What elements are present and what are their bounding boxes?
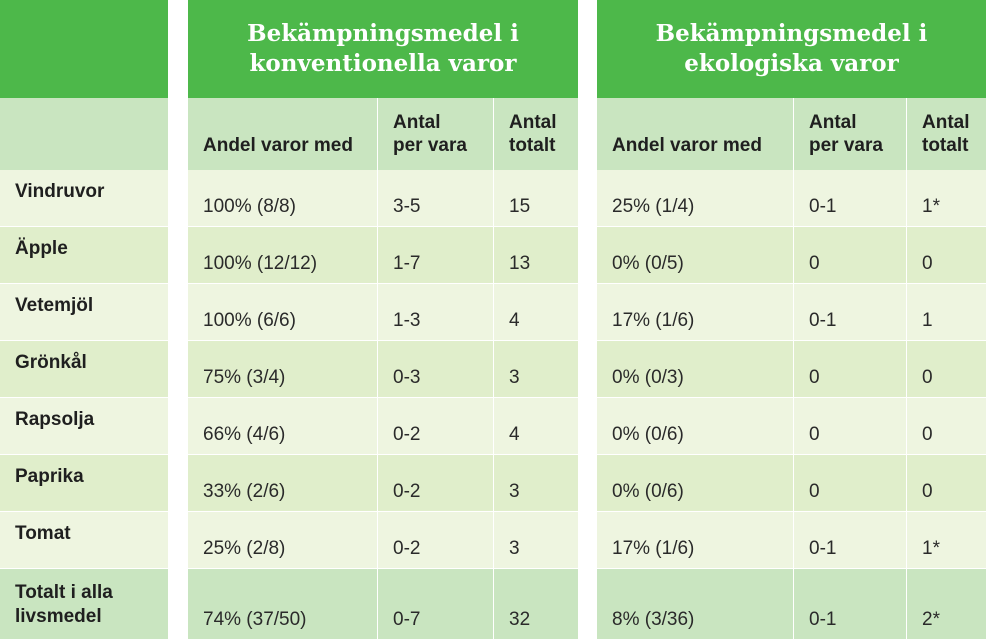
conv-total-header: Antal totalt [493, 98, 578, 170]
conv-share-cell: 66% (4/6) [203, 424, 286, 445]
table-row-conventional: 100% (12/12) 1-7 13 [188, 227, 578, 283]
table-row-total-name: Totalt i alla livsmedel [0, 569, 168, 639]
table-row-organic: 17% (1/6) 0-1 1 [597, 284, 986, 340]
conv-total-cell: 3 [493, 341, 578, 397]
eco-share-cell: 0% (0/6) [612, 481, 684, 502]
corner-header [0, 0, 168, 98]
conv-share-cell: 74% (37/50) [203, 609, 307, 630]
conv-share-cell: 25% (2/8) [203, 538, 286, 559]
table-row-conventional: 100% (6/6) 1-3 4 [188, 284, 578, 340]
conv-per-item-cell: 0-2 [377, 512, 493, 568]
eco-share-cell: 17% (1/6) [612, 310, 695, 331]
eco-total-cell: 0 [906, 455, 986, 511]
conventional-subheader: Andel varor med Antal per vara Antal total… [188, 98, 578, 170]
conventional-title: Bekämpningsmedel i konventionella varor [247, 20, 519, 77]
eco-per-item-header: Antal per vara [793, 98, 906, 170]
eco-per-item-cell: 0-1 [793, 284, 906, 340]
product-name: Grönkål [15, 352, 87, 373]
conv-per-item-cell: 0-3 [377, 341, 493, 397]
conv-per-item-cell: 0-7 [377, 569, 493, 639]
table-row-organic: 0% (0/5) 0 0 [597, 227, 986, 283]
organic-subheader: Andel varor med Antal per vara Antal total… [597, 98, 986, 170]
table-row-name: Rapsolja [0, 398, 168, 454]
conv-total-cell: 4 [493, 284, 578, 340]
conv-total-cell: 13 [493, 227, 578, 283]
eco-share-cell: 17% (1/6) [612, 538, 695, 559]
table-row-conventional: 100% (8/8) 3-5 15 [188, 170, 578, 226]
conv-share-cell: 75% (3/4) [203, 367, 286, 388]
table-row-conventional: 75% (3/4) 0-3 3 [188, 341, 578, 397]
conventional-header: Bekämpningsmedel i konventionella varor [188, 0, 578, 98]
table-row-name: Vindruvor [0, 170, 168, 226]
product-name: Vindruvor [15, 181, 105, 202]
product-name: Vetemjöl [15, 295, 94, 316]
table-row-conventional: 25% (2/8) 0-2 3 [188, 512, 578, 568]
table-row-conventional: 66% (4/6) 0-2 4 [188, 398, 578, 454]
eco-total-cell: 2* [906, 569, 986, 639]
table-row-name: Tomat [0, 512, 168, 568]
conv-total-cell: 15 [493, 170, 578, 226]
product-name: Rapsolja [15, 409, 95, 430]
eco-share-cell: 0% (0/5) [612, 253, 684, 274]
conv-share-cell: 100% (12/12) [203, 253, 318, 274]
eco-share-cell: 25% (1/4) [612, 196, 695, 217]
conv-total-cell: 4 [493, 398, 578, 454]
organic-title: Bekämpningsmedel i ekologiska varor [655, 20, 928, 77]
conv-share-cell: 100% (8/8) [203, 196, 296, 217]
conv-per-item-cell: 0-2 [377, 455, 493, 511]
eco-share-cell: 0% (0/3) [612, 367, 684, 388]
eco-per-item-cell: 0 [793, 227, 906, 283]
eco-total-header: Antal totalt [906, 98, 986, 170]
eco-total-cell: 1* [906, 512, 986, 568]
eco-per-item-cell: 0-1 [793, 170, 906, 226]
product-name: Paprika [15, 466, 84, 487]
eco-per-item-cell: 0 [793, 341, 906, 397]
eco-total-cell: 0 [906, 341, 986, 397]
conv-share-cell: 33% (2/6) [203, 481, 286, 502]
eco-per-item-cell: 0-1 [793, 512, 906, 568]
conv-per-item-cell: 3-5 [377, 170, 493, 226]
eco-total-cell: 0 [906, 398, 986, 454]
conv-share-cell: 100% (6/6) [203, 310, 296, 331]
table-row-name: Paprika [0, 455, 168, 511]
eco-share-cell: 0% (0/6) [612, 424, 684, 445]
conv-total-cell: 3 [493, 455, 578, 511]
table-row-organic: 0% (0/6) 0 0 [597, 455, 986, 511]
conv-share-header: Andel varor med [203, 135, 353, 157]
table-row-organic: 17% (1/6) 0-1 1* [597, 512, 986, 568]
organic-header: Bekämpningsmedel i ekologiska varor [597, 0, 986, 98]
corner-subheader [0, 98, 168, 170]
eco-total-cell: 1 [906, 284, 986, 340]
eco-total-cell: 0 [906, 227, 986, 283]
eco-share-header: Andel varor med [612, 135, 762, 157]
conv-per-item-cell: 1-3 [377, 284, 493, 340]
table-row-name: Vetemjöl [0, 284, 168, 340]
conv-total-cell: 3 [493, 512, 578, 568]
product-name: Tomat [15, 523, 71, 544]
conv-per-item-header: Antal per vara [377, 98, 493, 170]
eco-per-item-cell: 0 [793, 398, 906, 454]
product-name: Äpple [15, 238, 68, 259]
table-row-organic: 0% (0/6) 0 0 [597, 398, 986, 454]
conv-per-item-cell: 1-7 [377, 227, 493, 283]
table-row-organic: 0% (0/3) 0 0 [597, 341, 986, 397]
conv-per-item-cell: 0-2 [377, 398, 493, 454]
table-row-organic: 25% (1/4) 0-1 1* [597, 170, 986, 226]
table-row-name: Grönkål [0, 341, 168, 397]
eco-per-item-cell: 0-1 [793, 569, 906, 639]
table-row-name: Äpple [0, 227, 168, 283]
table-row-total-organic: 8% (3/36) 0-1 2* [597, 569, 986, 639]
table-row-conventional: 33% (2/6) 0-2 3 [188, 455, 578, 511]
conv-total-cell: 32 [493, 569, 578, 639]
total-label: Totalt i alla livsmedel [15, 582, 113, 627]
eco-total-cell: 1* [906, 170, 986, 226]
eco-share-cell: 8% (3/36) [612, 609, 695, 630]
eco-per-item-cell: 0 [793, 455, 906, 511]
table-row-total-conventional: 74% (37/50) 0-7 32 [188, 569, 578, 639]
